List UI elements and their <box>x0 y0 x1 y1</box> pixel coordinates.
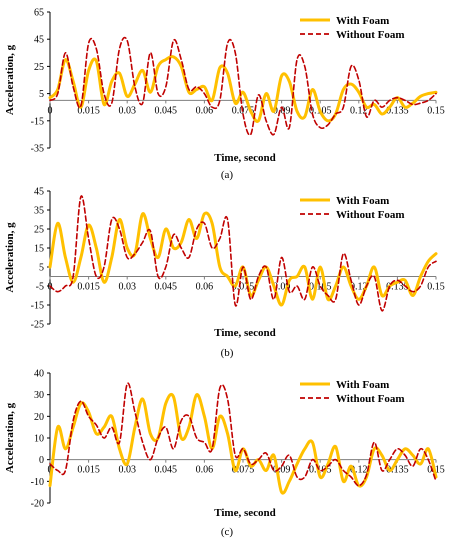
y-tick-label: -25 <box>31 320 44 331</box>
x-tick-label: 0.15 <box>427 282 445 293</box>
y-tick-label: 10 <box>34 434 44 445</box>
y-tick-label: 5 <box>39 89 44 100</box>
x-tick-label: 0.075 <box>232 465 255 476</box>
x-axis-title: Time, second <box>214 327 276 339</box>
x-tick-label: 0.06 <box>196 105 214 116</box>
legend-label: Without Foam <box>336 393 405 405</box>
legend-label: Without Foam <box>336 29 405 41</box>
x-tick-label: 0.03 <box>118 105 136 116</box>
y-axis-title: Acceleration, g <box>4 44 16 115</box>
y-tick-label: 40 <box>34 369 44 380</box>
x-tick-label: 0.105 <box>309 282 332 293</box>
x-tick-label: 0.075 <box>232 282 255 293</box>
y-tick-label: 65 <box>34 8 44 19</box>
y-tick-label: 45 <box>34 187 44 198</box>
x-tick-label: 0.135 <box>386 282 409 293</box>
panel-caption: (c) <box>221 526 234 538</box>
y-tick-label: -5 <box>36 282 44 293</box>
y-tick-label: 35 <box>34 206 44 217</box>
x-tick-label: 0.12 <box>350 282 368 293</box>
y-tick-label: -35 <box>31 144 44 155</box>
y-tick-label: 25 <box>34 62 44 73</box>
y-tick-label: 15 <box>34 244 44 255</box>
y-tick-label: 30 <box>34 390 44 401</box>
series-line-without-foam <box>49 382 437 487</box>
y-tick-label: -10 <box>31 477 44 488</box>
legend-label: With Foam <box>336 195 389 207</box>
x-axis-title: Time, second <box>214 507 276 519</box>
x-tick-label: 0.015 <box>77 105 100 116</box>
y-tick-label: 5 <box>39 263 44 274</box>
x-tick-label: 0.03 <box>118 465 136 476</box>
x-tick-label: 0.15 <box>427 465 445 476</box>
legend-label: Without Foam <box>336 209 405 221</box>
y-tick-label: -15 <box>31 116 44 127</box>
x-tick-label: 0.045 <box>155 105 178 116</box>
x-tick-label: 0.09 <box>273 282 291 293</box>
x-tick-label: 0 <box>48 465 53 476</box>
panel-caption: (b) <box>221 347 234 359</box>
x-tick-label: 0.015 <box>77 465 100 476</box>
y-tick-label: 25 <box>34 225 44 236</box>
x-tick-label: 0.12 <box>350 465 368 476</box>
x-tick-label: 0.045 <box>155 465 178 476</box>
y-axis-title: Acceleration, g <box>4 222 16 293</box>
y-tick-label: 0 <box>39 455 44 466</box>
y-axis-title: Acceleration, g <box>4 402 16 473</box>
series-line-with-foam <box>48 392 438 495</box>
x-tick-label: 0.045 <box>155 282 178 293</box>
legend-label: With Foam <box>336 15 389 27</box>
y-tick-label: -20 <box>31 499 44 510</box>
x-tick-label: 0.09 <box>273 105 291 116</box>
x-tick-label: 0.135 <box>386 465 409 476</box>
x-tick-label: 0.15 <box>427 105 445 116</box>
series-line-without-foam <box>49 195 437 312</box>
x-tick-label: 0.06 <box>196 282 214 293</box>
y-tick-label: 20 <box>34 412 44 423</box>
x-tick-label: 0.06 <box>196 465 214 476</box>
x-tick-label: 0 <box>48 105 53 116</box>
series-line-without-foam <box>49 36 437 136</box>
y-tick-label: 45 <box>34 35 44 46</box>
panel-caption: (a) <box>221 169 234 181</box>
x-tick-label: 0.135 <box>386 105 409 116</box>
y-tick-label: -15 <box>31 301 44 312</box>
x-tick-label: 0.03 <box>118 282 136 293</box>
x-axis-title: Time, second <box>214 152 276 164</box>
legend-label: With Foam <box>336 379 389 391</box>
chart-panel: 40 30 20 10 0 -10 -20 0 0.015 0.03 0.045 0.06 0.075 0… <box>4 369 445 539</box>
x-tick-label: 0.12 <box>350 105 368 116</box>
x-tick-label: 0.09 <box>273 465 291 476</box>
x-tick-label: 0.015 <box>77 282 100 293</box>
